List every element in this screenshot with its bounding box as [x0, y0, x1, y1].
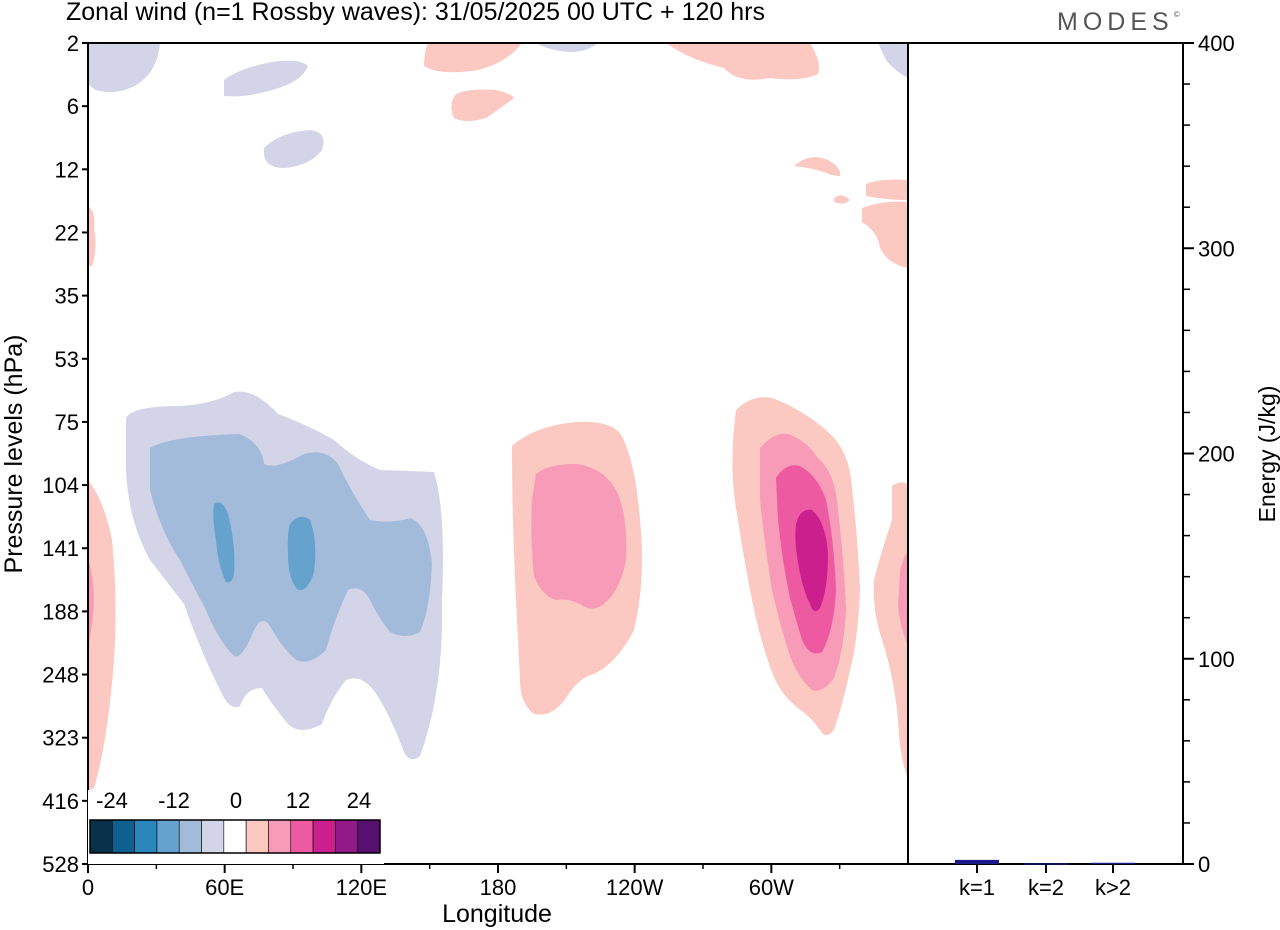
contour-pos-top-7	[862, 201, 908, 268]
contour-pos-top-1	[424, 43, 522, 73]
energy-bars	[955, 859, 1135, 865]
x-axis-label: Longitude	[442, 900, 552, 928]
energy-category-label: k>2	[1095, 875, 1131, 900]
contour-pos-top-4	[794, 157, 841, 176]
brand-text: MODES	[1057, 8, 1174, 36]
pressure-tick-label: 6	[67, 94, 79, 119]
contour-pos-top-2	[451, 89, 514, 121]
longitude-tick-label: 0	[82, 875, 94, 900]
energy-tick-label: 400	[1198, 31, 1235, 56]
contour-neg-top-2	[224, 60, 308, 97]
contour-pos-top-5	[834, 195, 850, 204]
colorbar-tick-labels: -24 -12 0 12 24	[96, 788, 371, 813]
colorbar-cell	[89, 819, 113, 854]
contour-pos-east-core	[795, 509, 828, 612]
colorbar-cell	[178, 819, 202, 854]
pressure-tick-label: 53	[55, 347, 79, 372]
colorbar-cell	[223, 819, 247, 854]
modes-logo: MODES©	[1057, 8, 1180, 37]
pressure-tick-label: 12	[55, 157, 79, 182]
colorbar-cell	[312, 819, 336, 854]
longitude-tick-label: 180	[480, 875, 517, 900]
colorbar-tick-label: 0	[230, 788, 242, 813]
energy-tick-label: 100	[1198, 647, 1235, 672]
energy-axis-label: Energy (J/kg)	[1254, 386, 1280, 523]
energy-axis: 0 100 200 300 400	[1183, 31, 1235, 877]
contour-fills	[88, 43, 908, 864]
colorbar-tick-label: -12	[158, 788, 190, 813]
contour-neg-top-3	[263, 130, 324, 168]
colorbar-legend: -24 -12 0 12 24	[88, 788, 384, 864]
colorbar-tick-label: 12	[286, 788, 310, 813]
longitude-axis: 0 60E 120E 180 120W 60W	[82, 864, 841, 900]
pressure-tick-label: 248	[42, 663, 79, 688]
colorbar-cell	[201, 819, 225, 854]
colorbar-cell	[290, 819, 314, 854]
y-axis-label: Pressure levels (hPa)	[0, 335, 28, 574]
energy-category-label: k=1	[959, 875, 995, 900]
contour-pos-right-edge	[873, 482, 908, 778]
contour-neg-top-4	[536, 43, 598, 52]
colorbar-tick-label: -24	[96, 788, 128, 813]
colorbar-cell	[112, 819, 135, 854]
pressure-tick-label: 188	[42, 599, 79, 624]
contour-pos-left-upper	[88, 206, 96, 266]
colorbar-frame	[89, 819, 381, 854]
contour-neg-top-left	[88, 43, 160, 92]
colorbar-cell	[245, 819, 269, 854]
contour-pos-top-3	[666, 43, 819, 80]
colorbar-cell	[357, 819, 381, 854]
contour-neg-core-2	[287, 516, 316, 591]
contour-neg-core-1	[213, 502, 235, 583]
contour-pos-left-edge	[88, 480, 116, 790]
energy-tick-label: 0	[1198, 852, 1210, 877]
energy-bar	[1024, 863, 1068, 865]
colorbar-cells	[89, 819, 381, 854]
pressure-axis: 2 6 12 22 35 53 75 104 141 188 248 323 416 528	[42, 31, 88, 877]
longitude-tick-label: 60W	[749, 875, 794, 900]
contour-pos-right-edge-inner	[898, 552, 908, 646]
energy-category-labels: k=1 k=2 k>2	[959, 864, 1131, 900]
pressure-tick-label: 528	[42, 852, 79, 877]
colorbar-tick-label: 24	[347, 788, 371, 813]
pressure-tick-label: 416	[42, 789, 79, 814]
longitude-tick-label: 120E	[336, 875, 387, 900]
energy-bar	[1091, 862, 1135, 864]
colorbar-cell	[335, 819, 358, 854]
colorbar-cell	[134, 819, 158, 854]
pressure-tick-label: 35	[55, 284, 79, 309]
energy-category-label: k=2	[1028, 875, 1064, 900]
brand-mark: ©	[1173, 10, 1180, 19]
pressure-tick-label: 104	[42, 473, 79, 498]
longitude-tick-label: 60E	[205, 875, 244, 900]
energy-tick-label: 200	[1198, 442, 1235, 467]
contour-pos-top-6	[866, 179, 908, 200]
pressure-tick-label: 2	[67, 31, 79, 56]
energy-bar	[955, 859, 999, 864]
energy-panel: 0 100 200 300 400 k=1 k=2 k>2 Energy (J/kg)	[907, 31, 1280, 900]
longitude-tick-label: 120W	[606, 875, 664, 900]
colorbar-cell	[156, 819, 180, 854]
contour-pos-left-edge-inner	[88, 560, 94, 648]
chart-title: Zonal wind (n=1 Rossby waves): 31/05/202…	[66, 0, 765, 26]
contour-neg-top-5	[878, 43, 908, 78]
contour-plot-area	[87, 42, 909, 865]
colorbar-cell	[268, 819, 292, 854]
pressure-tick-label: 75	[55, 410, 79, 435]
contour-pos-mid-inner	[531, 464, 627, 609]
pressure-tick-label: 22	[55, 220, 79, 245]
pressure-tick-label: 323	[42, 726, 79, 751]
energy-tick-label: 300	[1198, 236, 1235, 261]
pressure-tick-label: 141	[42, 536, 79, 561]
